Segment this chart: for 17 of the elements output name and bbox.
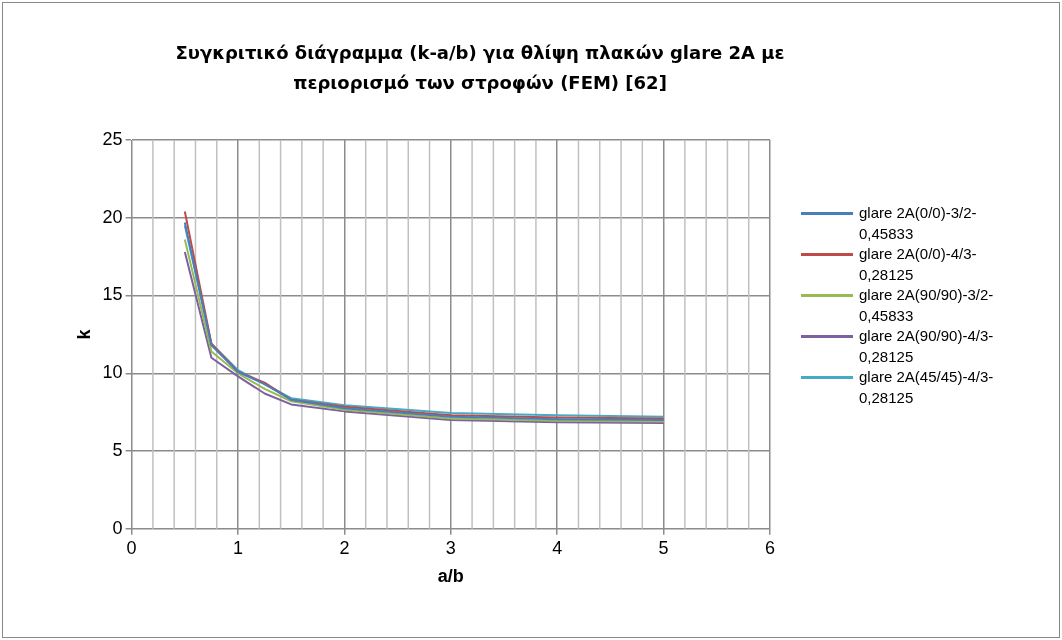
y-tick-label: 5 <box>112 440 123 461</box>
y-tick-label: 20 <box>102 206 123 227</box>
chart-title: Συγκριτικό διάγραμμα (k-a/b) για θλίψη πλακών glare 2A με περιορισμό των στροφών (FEM) [62] <box>174 41 786 95</box>
y-tick-label: 25 <box>102 128 123 149</box>
y-tick-label: 0 <box>112 517 123 538</box>
y-tick-label: 15 <box>102 284 123 305</box>
x-tick-label: 6 <box>764 537 776 558</box>
y-tick-label: 10 <box>102 362 123 383</box>
x-tick-label: 0 <box>126 537 137 558</box>
y-axis-title: k <box>73 328 94 340</box>
x-tick-label: 5 <box>658 537 669 558</box>
x-tick-label: 1 <box>233 537 244 558</box>
x-tick-label: 4 <box>552 537 563 558</box>
x-tick-label: 2 <box>339 537 350 558</box>
x-tick-label: 3 <box>445 537 456 558</box>
legend-label: glare 2A(45/45)-4/3-0,28125 <box>859 368 994 406</box>
x-axis-title: a/b <box>437 566 464 587</box>
